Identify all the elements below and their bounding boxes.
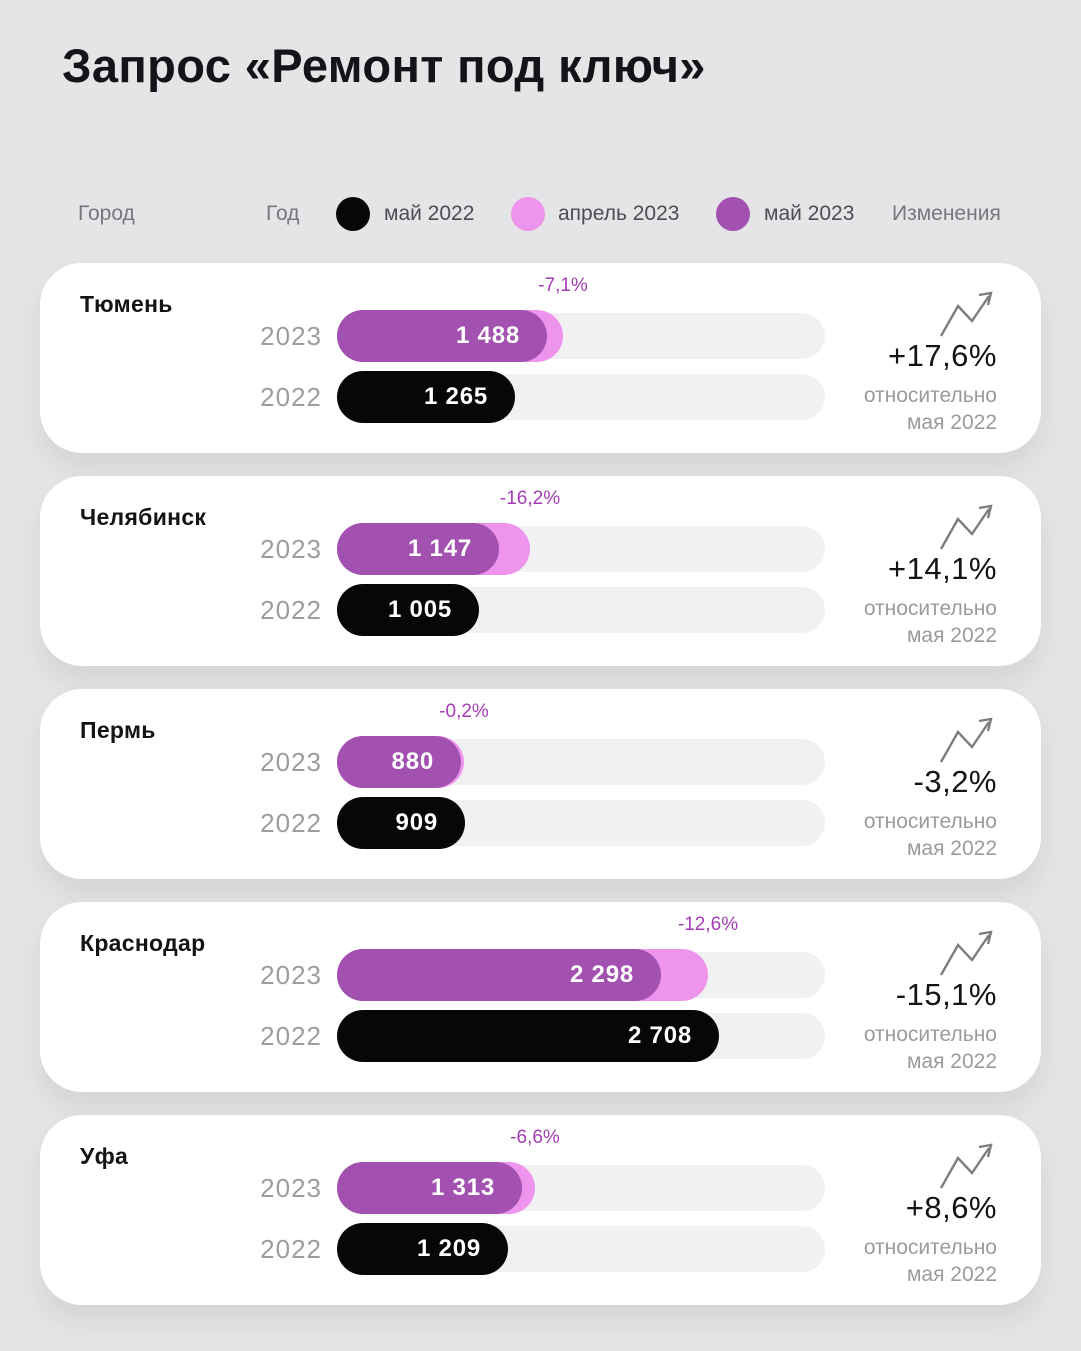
bar-may-2022: 2 708 xyxy=(337,1010,719,1062)
bar-may-2023: 1 313 xyxy=(337,1162,522,1214)
relative-caption-line2: мая 2022 xyxy=(906,1050,997,1073)
bar-row-2022: 2022 1 005 xyxy=(40,584,1041,636)
bar-may-2023: 880 xyxy=(337,736,461,788)
bar-row-2022: 2022 909 xyxy=(40,797,1041,849)
change-block: +14,1% относительно мая 2022 xyxy=(864,501,997,649)
year-label-2022: 2022 xyxy=(260,1021,322,1051)
legend: Город Год май 2022 апрель 2023 май 2023 … xyxy=(0,196,1081,232)
april-change-label: -16,2% xyxy=(499,488,561,509)
bar-row-2022: 2022 1 209 xyxy=(40,1223,1041,1275)
legend-dot-may-2022 xyxy=(336,197,370,231)
bar-value-2022: 2 708 xyxy=(627,1022,692,1049)
city-card: Уфа -6,6% 2023 1 313 2022 1 209 +8,6% от… xyxy=(40,1115,1041,1305)
relative-caption-line1: относительно xyxy=(863,384,997,407)
change-block: +17,6% относительно мая 2022 xyxy=(864,288,997,436)
yoy-change-value: +17,6% xyxy=(887,338,997,373)
year-label-2023: 2023 xyxy=(260,747,322,777)
legend-dot-april-2023 xyxy=(511,197,545,231)
legend-item-april-2023: апрель 2023 xyxy=(558,202,680,225)
city-card: Челябинск -16,2% 2023 1 147 2022 1 005 +… xyxy=(40,476,1041,666)
yoy-change-value: -15,1% xyxy=(895,977,997,1012)
legend-item-may-2023: май 2023 xyxy=(764,202,855,225)
bar-row-2022: 2022 2 708 xyxy=(40,1010,1041,1062)
year-label-2023: 2023 xyxy=(260,321,322,351)
bar-value-2022: 1 005 xyxy=(387,596,452,623)
city-name: Челябинск xyxy=(80,504,207,530)
relative-caption-line1: относительно xyxy=(863,1236,997,1259)
bar-may-2023: 1 488 xyxy=(337,310,547,362)
change-block: -3,2% относительно мая 2022 xyxy=(864,714,997,862)
bar-may-2022: 909 xyxy=(337,797,465,849)
april-change-label: -12,6% xyxy=(677,914,739,935)
relative-caption: относительно мая 2022 xyxy=(864,1021,997,1075)
bar-row-2023: 2023 1 313 xyxy=(40,1162,1041,1214)
change-block: -15,1% относительно мая 2022 xyxy=(864,927,997,1075)
trend-arrow-icon xyxy=(939,717,993,763)
legend-dot-may-2023 xyxy=(716,197,750,231)
year-label-2022: 2022 xyxy=(260,382,322,412)
april-change-label: -0,2% xyxy=(439,701,489,722)
relative-caption-line2: мая 2022 xyxy=(906,624,997,647)
april-change-label: -7,1% xyxy=(538,275,588,296)
yoy-change-value: +8,6% xyxy=(905,1190,997,1225)
year-label-2023: 2023 xyxy=(260,960,322,990)
bar-value-2022: 1 265 xyxy=(423,383,488,410)
trend-arrow-icon xyxy=(939,930,993,976)
year-label-2022: 2022 xyxy=(260,808,322,838)
bar-value-2023: 880 xyxy=(391,748,434,775)
relative-caption-line2: мая 2022 xyxy=(906,1263,997,1286)
yoy-change-value: +14,1% xyxy=(887,551,997,586)
city-card: Краснодар -12,6% 2023 2 298 2022 2 708 -… xyxy=(40,902,1041,1092)
bar-row-2023: 2023 1 147 xyxy=(40,523,1041,575)
bar-row-2022: 2022 1 265 xyxy=(40,371,1041,423)
year-label-2023: 2023 xyxy=(260,1173,322,1203)
change-block: +8,6% относительно мая 2022 xyxy=(864,1140,997,1288)
bar-may-2022: 1 209 xyxy=(337,1223,508,1275)
city-name: Пермь xyxy=(80,717,156,743)
city-name: Краснодар xyxy=(80,930,206,956)
legend-changes-label: Изменения xyxy=(892,202,1001,225)
bar-value-2022: 1 209 xyxy=(416,1235,481,1262)
yoy-change-value: -3,2% xyxy=(913,764,997,799)
bar-value-2023: 1 147 xyxy=(407,535,472,562)
city-card: Пермь -0,2% 2023 880 2022 909 -3,2% отно… xyxy=(40,689,1041,879)
bar-row-2023: 2023 880 xyxy=(40,736,1041,788)
bar-may-2022: 1 005 xyxy=(337,584,479,636)
trend-arrow-icon xyxy=(939,1143,993,1189)
year-label-2022: 2022 xyxy=(260,595,322,625)
legend-city-label: Город xyxy=(78,202,135,225)
trend-arrow-icon xyxy=(939,291,993,337)
relative-caption: относительно мая 2022 xyxy=(864,808,997,862)
trend-arrow-icon xyxy=(939,504,993,550)
bar-may-2023: 1 147 xyxy=(337,523,499,575)
city-card: Тюмень -7,1% 2023 1 488 2022 1 265 +17,6… xyxy=(40,263,1041,453)
relative-caption: относительно мая 2022 xyxy=(864,1234,997,1288)
april-change-label: -6,6% xyxy=(510,1127,560,1148)
city-cards-list: Тюмень -7,1% 2023 1 488 2022 1 265 +17,6… xyxy=(40,263,1041,1328)
year-label-2023: 2023 xyxy=(260,534,322,564)
legend-year-label: Год xyxy=(266,202,300,225)
bar-value-2023: 1 313 xyxy=(430,1174,495,1201)
bar-may-2022: 1 265 xyxy=(337,371,515,423)
relative-caption: относительно мая 2022 xyxy=(864,595,997,649)
bar-value-2023: 1 488 xyxy=(455,322,520,349)
relative-caption-line1: относительно xyxy=(863,1023,997,1046)
relative-caption-line2: мая 2022 xyxy=(906,837,997,860)
bar-row-2023: 2023 2 298 xyxy=(40,949,1041,1001)
bar-may-2023: 2 298 xyxy=(337,949,661,1001)
city-name: Тюмень xyxy=(80,291,173,317)
relative-caption-line1: относительно xyxy=(863,597,997,620)
year-label-2022: 2022 xyxy=(260,1234,322,1264)
city-name: Уфа xyxy=(80,1143,129,1169)
legend-item-may-2022: май 2022 xyxy=(384,202,475,225)
bar-value-2023: 2 298 xyxy=(569,961,634,988)
bar-value-2022: 909 xyxy=(395,809,438,836)
relative-caption-line2: мая 2022 xyxy=(906,411,997,434)
relative-caption: относительно мая 2022 xyxy=(864,382,997,436)
relative-caption-line1: относительно xyxy=(863,810,997,833)
bar-row-2023: 2023 1 488 xyxy=(40,310,1041,362)
page-title: Запрос «Ремонт под ключ» xyxy=(62,39,706,92)
